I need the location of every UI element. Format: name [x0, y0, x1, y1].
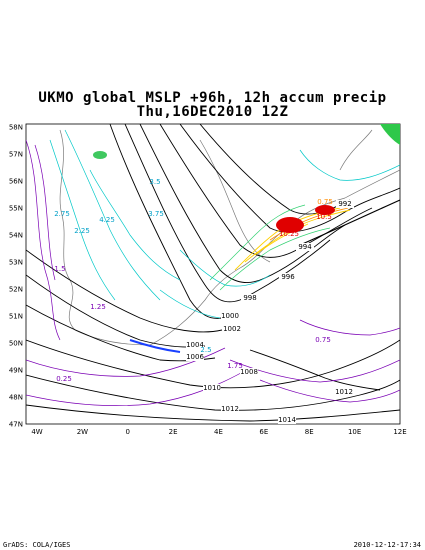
lon-axis: 4W 2W 0 2E 4E 6E 8E 10E 12E — [31, 428, 406, 436]
map-frame — [25, 123, 401, 425]
isobar-label: 1010 — [203, 384, 221, 392]
lat-tick-label: 57N — [9, 151, 23, 159]
isobar-label: 1004 — [186, 341, 204, 349]
lat-tick-label: 49N — [9, 367, 23, 375]
precip-contours-green — [209, 204, 331, 291]
isobar-label: 992 — [338, 200, 351, 208]
isobar-label: 1006 — [186, 353, 204, 361]
precip-label: 0.25 — [56, 375, 72, 383]
precip-label: 0.75 — [315, 336, 331, 344]
isobar-label-bg — [240, 368, 258, 376]
isobar-label-bg — [223, 325, 241, 333]
lon-tick-label: 0 — [126, 428, 130, 436]
isobar-label: 998 — [243, 294, 256, 302]
isobar-label-bg — [296, 243, 314, 251]
lon-tick-label: 2W — [77, 428, 88, 436]
precip-labels: 10.5 10.25 0.75 3.5 2.75 2.25 1.5 1.25 0.25 0.75 1… — [54, 178, 333, 383]
isobar-label: 1000 — [221, 312, 239, 320]
isobar-label: 994 — [298, 243, 312, 251]
isobar-label-bg — [279, 273, 297, 281]
precip-patch-sw — [129, 339, 181, 353]
lat-tick-label: 58N — [9, 124, 23, 132]
map-title-line1: UKMO global MSLP +96h, 12h accum precip — [38, 90, 387, 106]
precip-label: 10.25 — [279, 230, 299, 238]
precip-label: 2.5 — [200, 346, 211, 354]
isobar-label: 1002 — [223, 325, 241, 333]
precip-label: 2.25 — [74, 227, 90, 235]
lon-tick-label: 2E — [169, 428, 178, 436]
isobar-label: 1012 — [335, 388, 353, 396]
isobar-label: 996 — [281, 273, 295, 281]
precip-label: 2.75 — [54, 210, 70, 218]
lat-tick-label: 51N — [9, 313, 23, 321]
precip-patch-nw — [93, 151, 107, 159]
precip-label: 1.5 — [54, 265, 65, 273]
map-content — [26, 124, 400, 422]
lon-tick-label: 10E — [348, 428, 361, 436]
footer-credit: GrADS: COLA/IGES — [3, 541, 71, 549]
lon-tick-label: 4W — [31, 428, 42, 436]
lon-tick-label: 6E — [259, 428, 268, 436]
precip-contours-mid — [49, 129, 400, 319]
precip-label: 0.75 — [317, 198, 333, 206]
precip-label: 4.25 — [99, 216, 115, 224]
precip-label: 1.25 — [90, 303, 106, 311]
precip-patch-ne — [380, 124, 400, 145]
lat-tick-label: 50N — [9, 340, 23, 348]
lat-tick-label: 53N — [9, 259, 23, 267]
isobars — [26, 124, 400, 422]
isobar-label-bg — [221, 405, 239, 413]
precip-max-core-2 — [315, 205, 335, 215]
precip-max-core-1 — [276, 217, 304, 233]
footer-timestamp: 2010-12-12-17:34 — [353, 541, 421, 549]
low-front-line — [299, 199, 400, 246]
lat-tick-label: 48N — [9, 394, 23, 402]
map-title-line2: Thu,16DEC2010 12Z — [136, 104, 289, 120]
isobar-label-bg — [335, 388, 353, 396]
isobar-labels: 992 994 996 998 1000 1002 1004 1006 1008 1010 1012… — [186, 200, 354, 424]
isobar-label-bg — [336, 200, 354, 208]
isobar-label: 1014 — [278, 416, 296, 424]
isobar-label-bg — [221, 312, 239, 320]
precip-label: 3.5 — [149, 178, 160, 186]
lon-tick-label: 8E — [305, 428, 314, 436]
lat-tick-label: 47N — [9, 421, 23, 429]
isobar-label-bg — [186, 353, 204, 361]
lat-axis: 58N 57N 56N 55N 54N 53N 52N 51N 50N 49N 48N 47N — [9, 124, 23, 429]
lat-tick-label: 55N — [9, 205, 23, 213]
isobar-label: 1008 — [240, 368, 258, 376]
precip-label: 3.75 — [148, 210, 164, 218]
isobar-label-bg — [278, 416, 296, 424]
precip-label: 1.75 — [227, 362, 243, 370]
isobar-label-bg — [241, 294, 259, 302]
lat-tick-label: 56N — [9, 178, 23, 186]
isobar-label: 1012 — [221, 405, 239, 413]
lat-tick-label: 54N — [9, 232, 23, 240]
lat-tick-label: 52N — [9, 286, 23, 294]
isobar-label-bg — [203, 384, 221, 392]
isobar-label-bg — [186, 341, 204, 349]
lon-tick-label: 4E — [214, 428, 223, 436]
lon-tick-label: 12E — [393, 428, 406, 436]
precip-label: 10.5 — [316, 213, 332, 221]
